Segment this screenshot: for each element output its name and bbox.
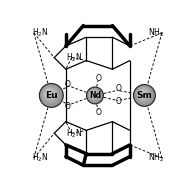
Circle shape bbox=[90, 91, 98, 98]
Circle shape bbox=[47, 91, 51, 95]
Text: NH$_2$: NH$_2$ bbox=[148, 27, 164, 39]
Text: H$_2$N: H$_2$N bbox=[32, 152, 48, 164]
Circle shape bbox=[141, 92, 143, 94]
Circle shape bbox=[47, 91, 50, 94]
Text: H$_2$N: H$_2$N bbox=[66, 127, 82, 139]
Circle shape bbox=[48, 92, 49, 93]
Circle shape bbox=[45, 89, 54, 98]
Circle shape bbox=[39, 84, 63, 107]
Circle shape bbox=[138, 89, 149, 100]
Circle shape bbox=[136, 87, 152, 103]
Circle shape bbox=[140, 91, 145, 96]
Circle shape bbox=[139, 90, 146, 97]
Text: O: O bbox=[116, 84, 122, 93]
Text: Eu: Eu bbox=[45, 91, 58, 100]
Circle shape bbox=[44, 88, 55, 99]
Circle shape bbox=[40, 84, 62, 106]
Circle shape bbox=[41, 85, 61, 105]
Circle shape bbox=[40, 84, 62, 107]
Circle shape bbox=[140, 91, 144, 95]
Circle shape bbox=[92, 93, 94, 94]
Circle shape bbox=[91, 92, 96, 96]
Circle shape bbox=[89, 90, 99, 99]
Circle shape bbox=[141, 92, 142, 93]
Circle shape bbox=[41, 85, 60, 104]
Circle shape bbox=[91, 91, 96, 97]
Circle shape bbox=[92, 92, 94, 95]
Circle shape bbox=[135, 86, 153, 104]
Circle shape bbox=[134, 84, 155, 106]
Circle shape bbox=[136, 87, 151, 101]
Circle shape bbox=[90, 90, 98, 99]
Text: O: O bbox=[65, 102, 71, 111]
Circle shape bbox=[88, 89, 100, 101]
Circle shape bbox=[134, 85, 155, 106]
Circle shape bbox=[46, 90, 52, 96]
Text: O: O bbox=[116, 98, 122, 106]
Circle shape bbox=[88, 89, 101, 101]
Circle shape bbox=[45, 89, 53, 98]
Circle shape bbox=[44, 88, 56, 100]
Text: H$_2$N: H$_2$N bbox=[66, 51, 82, 64]
Circle shape bbox=[42, 86, 59, 103]
Circle shape bbox=[89, 90, 99, 100]
Circle shape bbox=[92, 92, 95, 95]
Circle shape bbox=[137, 88, 149, 100]
Text: O: O bbox=[96, 108, 102, 117]
Text: O: O bbox=[96, 74, 102, 83]
Circle shape bbox=[88, 88, 101, 102]
Circle shape bbox=[43, 87, 57, 101]
Text: Nd: Nd bbox=[89, 91, 101, 100]
Circle shape bbox=[141, 91, 144, 95]
Text: NH$_2$: NH$_2$ bbox=[148, 152, 164, 164]
Circle shape bbox=[47, 91, 51, 95]
Circle shape bbox=[138, 89, 147, 98]
Text: O: O bbox=[65, 80, 71, 89]
Text: Sm: Sm bbox=[137, 91, 152, 100]
Circle shape bbox=[87, 88, 102, 102]
Circle shape bbox=[138, 89, 148, 99]
Circle shape bbox=[87, 87, 103, 104]
Circle shape bbox=[46, 90, 53, 97]
Circle shape bbox=[137, 88, 150, 101]
Circle shape bbox=[87, 87, 103, 103]
Circle shape bbox=[42, 86, 60, 104]
Circle shape bbox=[134, 85, 154, 105]
Circle shape bbox=[136, 87, 151, 102]
Circle shape bbox=[135, 86, 153, 104]
Circle shape bbox=[139, 90, 146, 98]
Circle shape bbox=[91, 91, 97, 97]
Circle shape bbox=[43, 88, 57, 101]
Circle shape bbox=[89, 89, 100, 100]
Circle shape bbox=[90, 91, 97, 98]
Circle shape bbox=[43, 87, 58, 102]
Text: H$_2$N: H$_2$N bbox=[32, 27, 48, 39]
Circle shape bbox=[87, 88, 102, 103]
